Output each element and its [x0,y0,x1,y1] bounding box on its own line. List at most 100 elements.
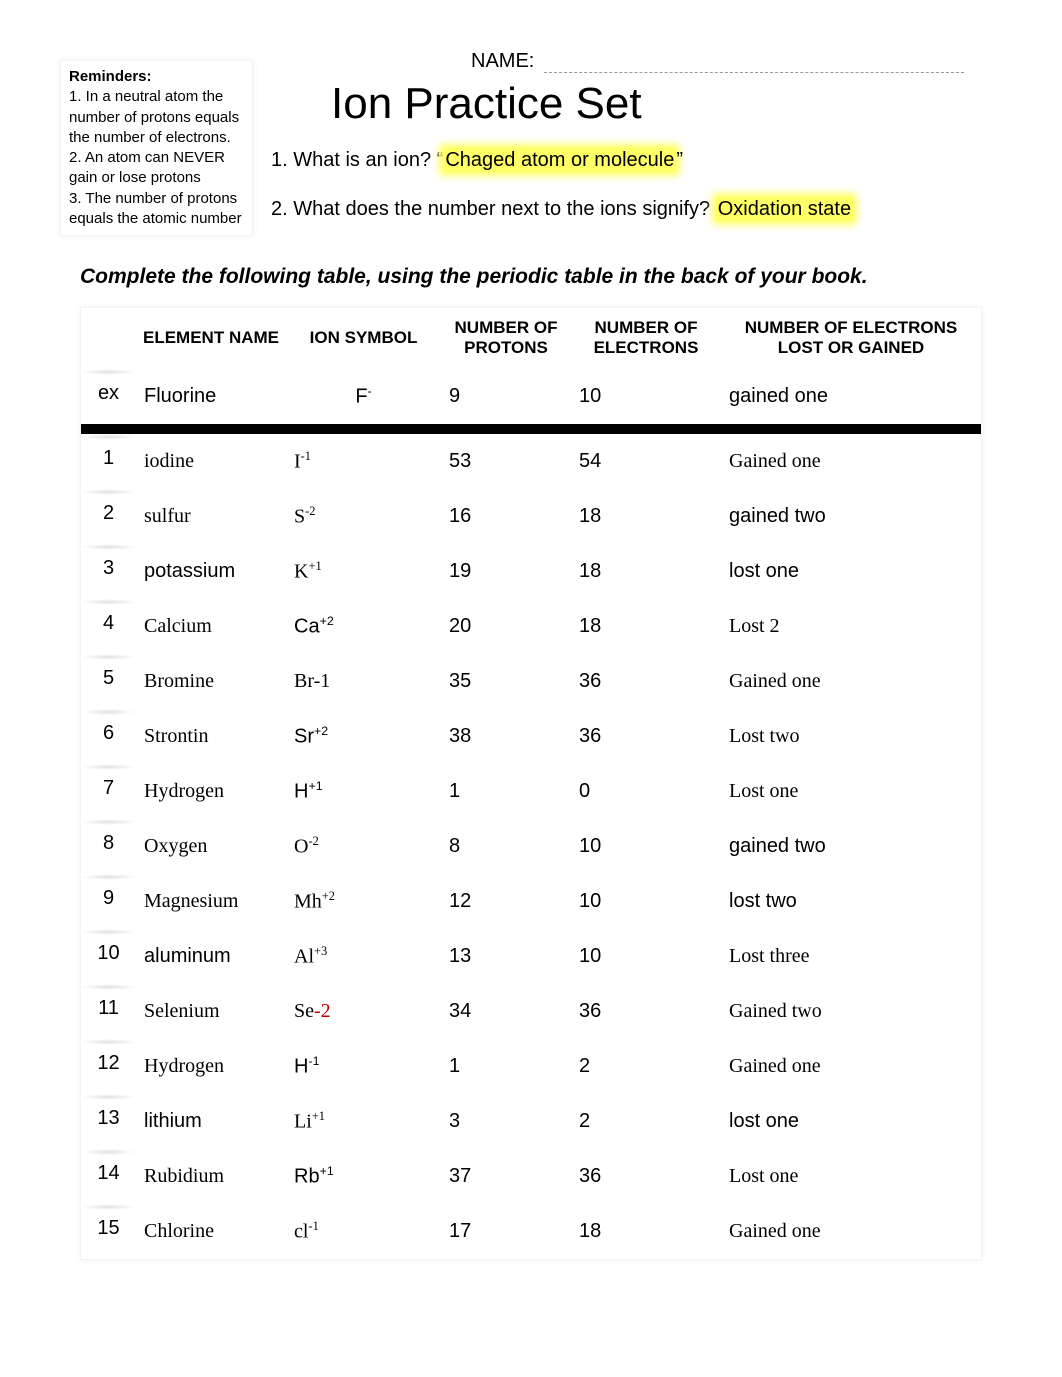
reminder-2: 2. An atom can NEVER gain or lose proton… [69,148,244,189]
proton-count: 8 [441,819,571,874]
element-name: Hydrogen [136,1039,286,1094]
electron-count: 54 [571,434,721,489]
element-name: Oxygen [136,819,286,874]
row-index: 4 [81,599,136,654]
col-header-symbol: ION SYMBOL [286,308,441,369]
element-name: Bromine [136,654,286,709]
proton-count: 13 [441,929,571,984]
electron-count: 0 [571,764,721,819]
electron-count: 36 [571,709,721,764]
row-index: 12 [81,1039,136,1094]
electrons-lost-gained: lost two [721,874,981,929]
table-row: exFluorineF-910gained one [81,369,981,424]
ion-symbol: H+1 [286,764,441,819]
element-name: sulfur [136,489,286,544]
ion-symbol: Rb+1 [286,1149,441,1204]
row-index: 11 [81,984,136,1039]
ion-symbol: cl-1 [286,1204,441,1259]
element-name: lithium [136,1094,286,1149]
ion-symbol: Se-2 [286,984,441,1039]
ion-symbol: I-1 [286,434,441,489]
table-row: 12HydrogenH-112Gained one [81,1039,981,1094]
proton-count: 35 [441,654,571,709]
page-title: Ion Practice Set [331,79,1002,129]
electron-count: 10 [571,369,721,424]
element-name: aluminum [136,929,286,984]
proton-count: 38 [441,709,571,764]
heavy-separator-row [81,424,981,434]
row-index: 1 [81,434,136,489]
proton-count: 9 [441,369,571,424]
q1-quote-close: ” [676,149,683,171]
electrons-lost-gained: lost one [721,544,981,599]
electrons-lost-gained: Lost 2 [721,599,981,654]
q2-label: 2. What does the number next to the ions… [271,198,716,220]
electron-count: 10 [571,929,721,984]
table-row: 11SeleniumSe-23436Gained two [81,984,981,1039]
element-name: Selenium [136,984,286,1039]
table-row: 9MagnesiumMh+21210lost two [81,874,981,929]
ion-symbol: K+1 [286,544,441,599]
table-row: 8OxygenO-2810gained two [81,819,981,874]
q2-answer: Oxidation state [716,197,853,221]
row-index: 14 [81,1149,136,1204]
proton-count: 37 [441,1149,571,1204]
element-name: Strontin [136,709,286,764]
electrons-lost-gained: Lost three [721,929,981,984]
electrons-lost-gained: Gained two [721,984,981,1039]
table-body: exFluorineF-910gained one1iodineI-15354G… [81,369,981,1259]
electron-count: 2 [571,1039,721,1094]
name-line: NAME: [271,50,1002,73]
table-row: 3potassiumK+11918lost one [81,544,981,599]
proton-count: 12 [441,874,571,929]
electrons-lost-gained: Lost one [721,764,981,819]
element-name: Magnesium [136,874,286,929]
row-index: 3 [81,544,136,599]
electron-count: 2 [571,1094,721,1149]
row-index: 9 [81,874,136,929]
table-instruction: Complete the following table, using the … [80,265,1002,289]
col-header-gain: NUMBER OF ELECTRONS LOST OR GAINED [721,308,981,369]
table-row: 13lithiumLi+132lost one [81,1094,981,1149]
table-row: 7HydrogenH+110Lost one [81,764,981,819]
ion-symbol: S-2 [286,489,441,544]
ion-symbol: F- [286,369,441,424]
name-label: NAME: [271,50,534,73]
col-header-protons: NUMBER OF PROTONS [441,308,571,369]
electrons-lost-gained: gained two [721,819,981,874]
electrons-lost-gained: Gained one [721,434,981,489]
name-blank[interactable] [544,58,964,73]
electron-count: 36 [571,654,721,709]
ion-symbol: Li+1 [286,1094,441,1149]
question-2: 2. What does the number next to the ions… [271,198,1002,221]
proton-count: 16 [441,489,571,544]
electron-count: 36 [571,1149,721,1204]
table-header-row: ELEMENT NAME ION SYMBOL NUMBER OF PROTON… [81,308,981,369]
ion-table-wrapper: ELEMENT NAME ION SYMBOL NUMBER OF PROTON… [80,307,982,1260]
worksheet-header-block: Reminders: 1. In a neutral atom the numb… [60,50,1002,247]
proton-count: 19 [441,544,571,599]
reminders-heading: Reminders: [69,67,244,87]
q1-label: 1. What is an ion? [271,149,437,171]
electrons-lost-gained: Lost one [721,1149,981,1204]
col-header-index [81,308,136,369]
electron-count: 10 [571,819,721,874]
ion-symbol: H-1 [286,1039,441,1094]
table-row: 1iodineI-15354Gained one [81,434,981,489]
heavy-separator [81,424,981,434]
ion-table: ELEMENT NAME ION SYMBOL NUMBER OF PROTON… [81,308,981,1259]
row-index: 6 [81,709,136,764]
row-index: 13 [81,1094,136,1149]
row-index: 8 [81,819,136,874]
proton-count: 53 [441,434,571,489]
electron-count: 10 [571,874,721,929]
row-index: 2 [81,489,136,544]
element-name: Calcium [136,599,286,654]
proton-count: 34 [441,984,571,1039]
proton-count: 1 [441,764,571,819]
ion-symbol: Mh+2 [286,874,441,929]
electrons-lost-gained: gained one [721,369,981,424]
electrons-lost-gained: Gained one [721,1039,981,1094]
proton-count: 20 [441,599,571,654]
reminders-box: Reminders: 1. In a neutral atom the numb… [60,60,253,236]
